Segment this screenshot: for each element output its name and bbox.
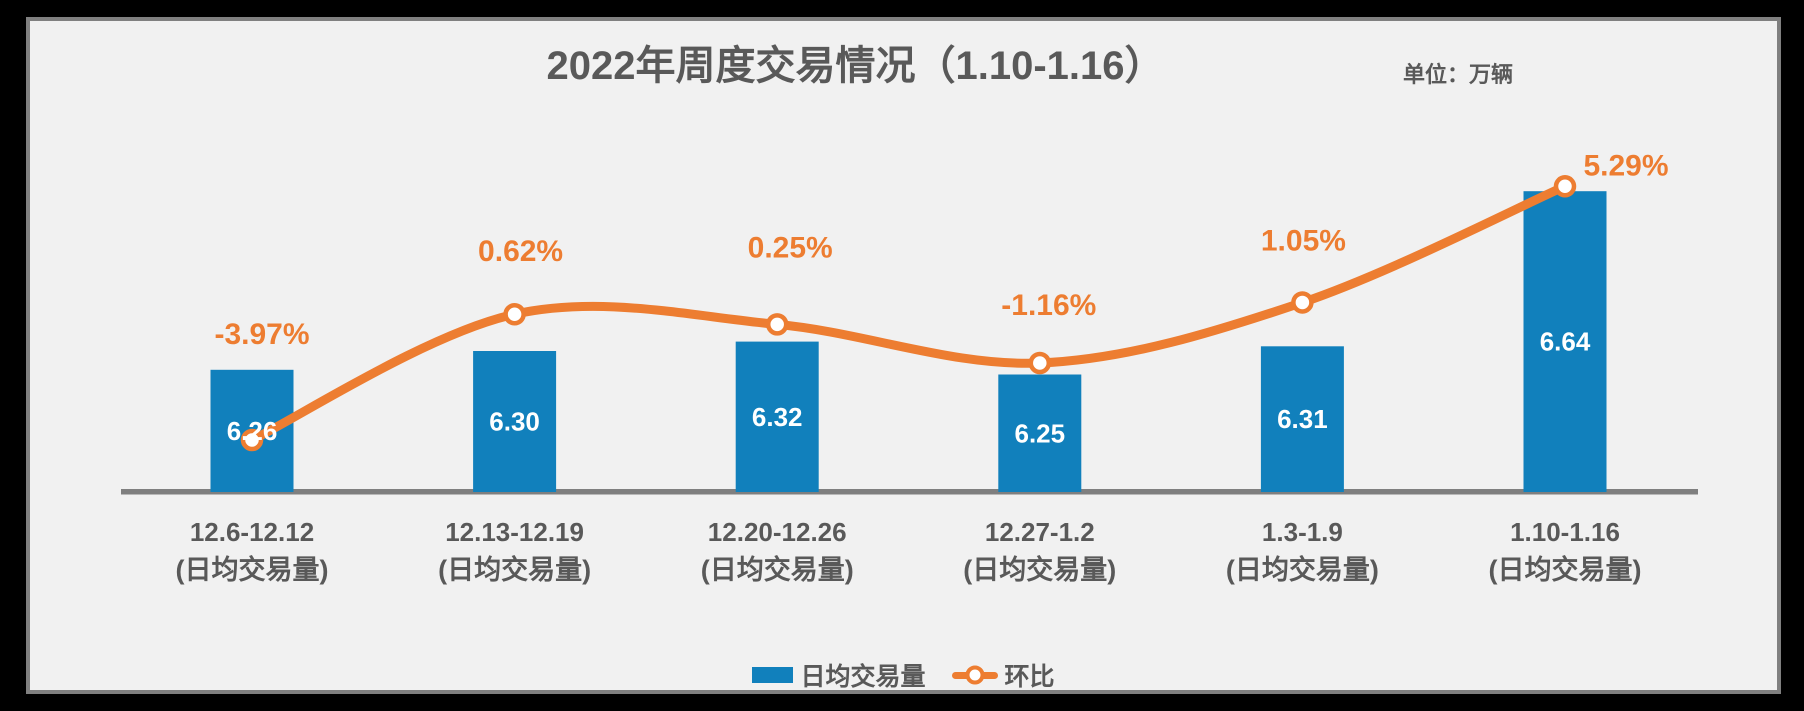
bar-swatch-icon [752,667,794,683]
x-tick-label: 12.20-12.26 [708,517,847,547]
bar-value-label: 6.30 [489,407,540,437]
x-tick-sublabel: (日均交易量) [1226,554,1379,585]
x-tick-label: 1.10-1.16 [1510,517,1620,547]
line-swatch-icon [951,665,998,685]
bar [473,351,557,492]
line-marker [240,428,264,452]
bar-value-label: 6.32 [752,402,803,432]
x-tick-label: 1.3-1.9 [1262,517,1343,547]
line-marker [1291,291,1314,314]
pct-label: 5.29% [1583,149,1668,182]
x-tick-sublabel: (日均交易量) [438,554,591,585]
x-tick-label: 12.13-12.19 [445,517,584,547]
legend: 日均交易量 环比 [30,658,1777,692]
x-tick-label: 12.27-1.2 [985,517,1095,547]
bar [1260,346,1344,492]
line-marker [1028,351,1052,375]
pct-label: -3.97% [214,318,309,351]
pct-label: 0.62% [478,235,563,268]
bar-value-label: 6.26 [227,416,278,446]
line-marker [765,313,789,336]
bar-value-label: 6.25 [1014,418,1065,448]
bar [735,341,819,492]
legend-label-bar: 日均交易量 [800,663,926,691]
bar-value-label: 6.31 [1277,404,1328,434]
x-tick-sublabel: (日均交易量) [701,554,854,585]
bar [1523,191,1607,492]
line-marker [503,302,526,326]
x-tick-sublabel: (日均交易量) [963,554,1116,585]
plot-area: 6.26 6.30 6.32 6.25 6.31 6.64 -3.97% 0.62% 0.25%… [121,149,1698,585]
x-axis-line [121,489,1698,495]
pct-label: 0.25% [748,231,833,264]
line-marker-icon [965,665,984,685]
chart-title: 2022年周度交易情况（1.10-1.16） [546,44,1165,88]
x-tick-label: 12.6-12.12 [190,517,314,547]
legend-item-line: 环比 [951,657,1055,693]
pct-label: -1.16% [1001,289,1096,322]
bar-value-label: 6.64 [1540,327,1591,357]
chart-canvas: 2022年周度交易情况（1.10-1.16） 单位：万辆 6.26 6.30 6.3… [26,17,1781,694]
bar [998,374,1082,492]
line-marker [1553,175,1577,198]
legend-label-line: 环比 [1004,663,1055,691]
pct-label: 1.05% [1261,224,1346,257]
unit-label: 单位：万辆 [1402,62,1513,87]
x-tick-sublabel: (日均交易量) [1489,554,1642,585]
legend-item-bar: 日均交易量 [752,657,926,693]
x-tick-sublabel: (日均交易量) [176,554,329,585]
line-series [247,181,1570,445]
